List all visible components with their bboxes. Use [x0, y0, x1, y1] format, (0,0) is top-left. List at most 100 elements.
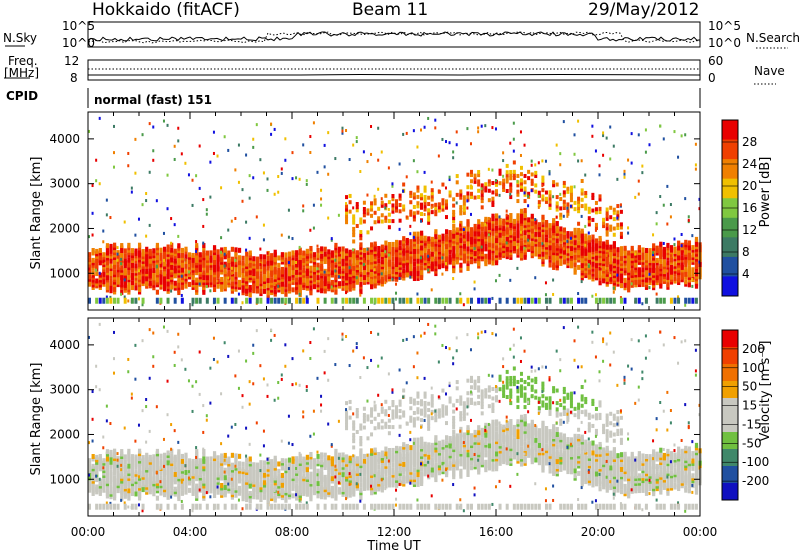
velocity-cell: [316, 376, 319, 380]
velocity-cell: [88, 463, 92, 469]
power-cell: [598, 197, 602, 202]
power-cell: [505, 170, 509, 175]
power-cell: [630, 245, 634, 251]
velocity-cell: [187, 458, 192, 464]
power-cell: [562, 120, 565, 124]
power-cell: [452, 213, 456, 218]
power-cell: [445, 205, 448, 210]
power-cell: [516, 246, 519, 250]
power-cell: [159, 297, 163, 304]
power-cell: [694, 297, 698, 304]
velocity-cell: [298, 451, 301, 455]
power-cell: [180, 284, 185, 290]
velocity-cell: [202, 456, 206, 462]
velocity-cell: [305, 385, 308, 389]
velocity-cell: [123, 459, 127, 465]
power-cell: [591, 234, 595, 240]
power-cell: [248, 297, 252, 304]
power-cell: [605, 229, 609, 234]
power-cell: [120, 257, 123, 261]
power-cell: [559, 243, 563, 249]
power-cell: [445, 186, 447, 190]
power-cell: [441, 256, 444, 260]
velocity-cell: [91, 390, 94, 394]
power-cell: [587, 235, 591, 241]
power-cell: [605, 226, 609, 231]
power-cell: [452, 216, 456, 221]
velocity-cell: [162, 452, 167, 458]
power-cell: [655, 257, 659, 263]
power-cell: [562, 205, 566, 210]
velocity-cell: [273, 495, 277, 501]
power-cell: [352, 297, 356, 304]
power-cell: [430, 191, 434, 196]
velocity-cell: [237, 461, 242, 467]
power-cell: [162, 258, 165, 262]
power-cell: [198, 297, 202, 304]
power-cell: [430, 206, 433, 210]
nsky-tick-bottom: 10^0: [62, 36, 95, 50]
velocity-cell: [341, 335, 344, 339]
power-cell: [102, 252, 106, 258]
power-cell: [537, 297, 541, 304]
power-cell: [480, 245, 483, 249]
power-cell: [402, 255, 406, 261]
velocity-cell: [180, 358, 183, 362]
power-cell: [516, 192, 520, 197]
power-cell: [612, 286, 615, 290]
power-cell: [170, 289, 173, 293]
power-cell: [370, 204, 374, 209]
power-cell: [505, 213, 508, 217]
power-cell: [537, 222, 542, 228]
velocity-cell: [302, 503, 306, 510]
power-cell: [455, 130, 458, 134]
velocity-cell: [155, 503, 159, 510]
power-cell: [384, 218, 388, 223]
power-cell: [562, 214, 565, 218]
velocity-cell: [255, 329, 258, 333]
power-cell: [452, 246, 456, 252]
power-cell: [377, 245, 381, 251]
power-cell: [270, 132, 273, 136]
power-cell: [634, 252, 637, 256]
velocity-cell: [241, 461, 245, 467]
velocity-cell: [330, 443, 333, 447]
velocity-cell: [270, 483, 274, 489]
power-cell: [327, 266, 331, 272]
power-cell: [516, 297, 520, 304]
velocity-cell: [88, 335, 90, 339]
power-cell: [352, 260, 356, 266]
power-cell: [173, 248, 177, 254]
velocity-cell: [227, 354, 230, 358]
power-cell: [148, 248, 152, 254]
power-cell: [166, 123, 169, 127]
power-cell: [234, 216, 237, 220]
power-cell: [448, 297, 452, 304]
power-cell: [566, 189, 570, 194]
power-cell: [566, 208, 570, 213]
power-cell: [230, 297, 234, 304]
velocity-cell: [270, 338, 273, 342]
power-cell: [237, 260, 242, 266]
power-cell: [112, 124, 115, 128]
power-cell: [494, 220, 499, 226]
velocity-cell: [259, 364, 262, 368]
power-cell: [605, 216, 609, 221]
power-cell: [441, 182, 445, 187]
velocity-cell: [312, 458, 317, 464]
power-cell: [395, 282, 398, 286]
power-cell: [502, 187, 506, 192]
power-cell: [395, 291, 398, 295]
power-cell: [609, 215, 613, 220]
power-cell: [587, 231, 590, 235]
power-cell: [523, 297, 527, 304]
power-cell: [602, 217, 606, 222]
velocity-cell: [223, 484, 227, 490]
power-cell: [580, 228, 584, 234]
power-cell: [420, 230, 424, 236]
power-cell: [116, 297, 120, 304]
power-cell: [487, 217, 492, 223]
velocity-cell: [191, 503, 195, 510]
power-cell: [619, 273, 624, 279]
velocity-cell: [191, 384, 194, 388]
